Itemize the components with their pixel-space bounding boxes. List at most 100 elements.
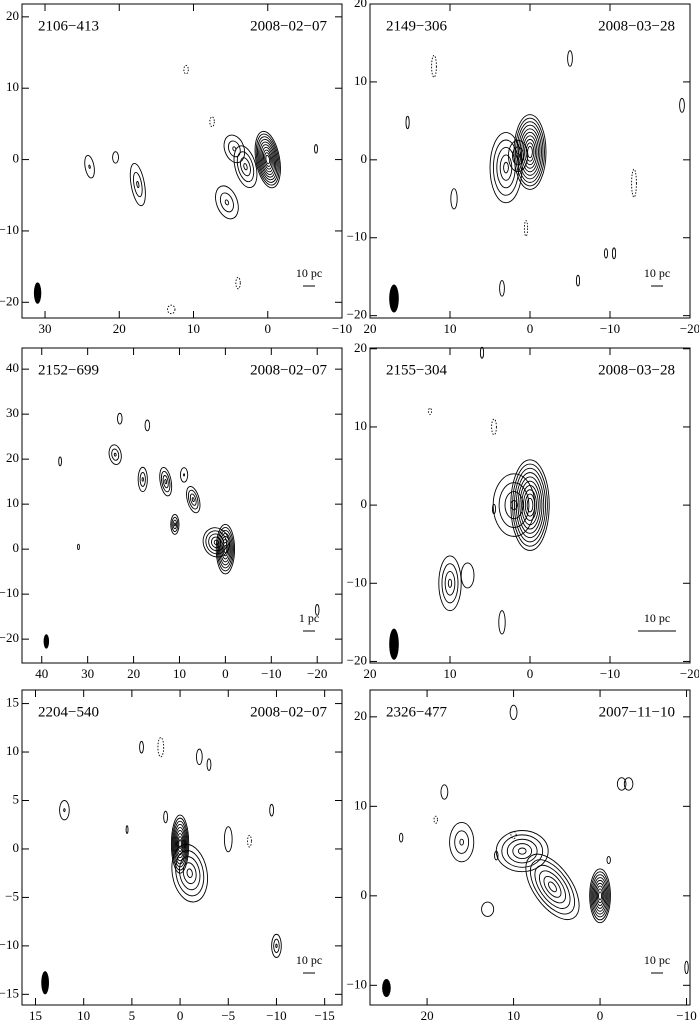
contour-line <box>243 163 248 171</box>
x-tick-label: −20 <box>680 321 699 336</box>
contour-line <box>271 933 282 958</box>
beam <box>41 971 49 995</box>
contour-line <box>232 146 237 152</box>
contour-line <box>684 960 689 975</box>
contour-line <box>202 527 230 558</box>
contour-line <box>440 784 449 800</box>
contour-line <box>113 452 117 457</box>
contour-line <box>590 871 610 921</box>
contour-line <box>179 856 201 891</box>
contour-line <box>518 124 542 180</box>
contour-line <box>543 875 562 898</box>
x-tick-label: 0 <box>527 666 534 681</box>
contour-line <box>186 486 201 514</box>
contour-line <box>512 463 548 547</box>
contour-line <box>441 563 459 604</box>
contour-line <box>269 803 275 817</box>
contour-line <box>510 499 518 511</box>
x-tick-label: 10 <box>507 1008 520 1023</box>
epoch-date: 2007−11−10 <box>599 704 675 720</box>
x-tick-label: 0 <box>527 321 534 336</box>
contour-line <box>182 862 197 885</box>
contour-line <box>405 115 410 130</box>
x-tick-label: 10 <box>173 666 186 681</box>
contour-line <box>611 247 617 260</box>
contour-line <box>219 192 234 213</box>
contour-line <box>494 850 499 861</box>
contour-line <box>507 139 529 172</box>
contour-line <box>523 220 529 237</box>
plot-frame <box>21 347 343 664</box>
contour-line <box>162 475 169 489</box>
contour-line <box>108 444 122 465</box>
epoch-date: 2008−02−07 <box>250 704 327 720</box>
y-tick-label: 0 <box>13 840 20 855</box>
contour-line <box>509 704 518 720</box>
contour-line <box>314 604 320 616</box>
contour-line <box>209 116 215 128</box>
contours <box>84 64 318 315</box>
y-tick-label: 10 <box>354 418 367 433</box>
contour-line <box>603 248 609 259</box>
x-tick-label: 10 <box>444 666 457 681</box>
contour-line <box>63 808 66 813</box>
x-tick-label: 5 <box>129 1008 136 1023</box>
contour-line <box>591 874 609 918</box>
contour-line <box>679 97 685 113</box>
contour-line <box>261 146 274 173</box>
scale-label: 10 pc <box>644 266 670 280</box>
contour-line <box>522 135 538 169</box>
contour-line <box>144 419 151 432</box>
contour-line <box>136 180 140 189</box>
y-tick-label: 0 <box>13 540 20 555</box>
contour-line <box>447 578 453 588</box>
contour-line <box>517 847 527 855</box>
contour-line <box>183 473 186 477</box>
contour-line <box>519 480 541 530</box>
x-tick-label: −10 <box>676 1008 696 1023</box>
contour-line <box>133 171 143 198</box>
contour-line <box>479 346 485 359</box>
contour-line <box>506 838 538 864</box>
contour-line <box>503 161 509 174</box>
x-tick-label: 30 <box>39 321 52 336</box>
contour-line <box>513 467 547 543</box>
y-tick-label: −10 <box>0 222 19 237</box>
contour-line <box>495 830 549 873</box>
contour-line <box>273 938 280 954</box>
contour-line <box>499 154 513 181</box>
contour-line <box>206 758 212 771</box>
x-tick-label: 20 <box>421 1008 434 1023</box>
beam <box>382 979 391 997</box>
y-tick-label: 5 <box>13 791 20 806</box>
contour-line <box>262 149 273 170</box>
contour-line <box>616 777 627 791</box>
epoch-date: 2008−03−28 <box>598 362 675 378</box>
contour-line <box>512 843 533 859</box>
contour-line <box>172 519 178 530</box>
contour-line <box>548 881 557 893</box>
contour-line <box>137 466 148 492</box>
contour-line <box>173 522 176 527</box>
contour-line <box>606 855 611 865</box>
contour-line <box>58 456 62 467</box>
contour-line <box>170 514 180 535</box>
y-tick-label: −20 <box>347 652 367 667</box>
y-tick-label: 15 <box>6 695 19 710</box>
contour-line <box>178 839 182 849</box>
y-tick-label: 20 <box>6 8 19 23</box>
contour-line <box>208 533 225 552</box>
source-name: 2152−699 <box>38 362 99 378</box>
contour-line <box>157 737 165 758</box>
scale-label: 10 pc <box>644 611 670 625</box>
contour-line <box>265 154 271 165</box>
x-tick-label: 20 <box>113 321 126 336</box>
source-name: 2106−413 <box>38 18 99 34</box>
plot-frame <box>21 689 343 1006</box>
y-tick-label: 10 <box>6 79 19 94</box>
contour-line <box>160 471 171 493</box>
contour-line <box>510 830 517 840</box>
y-tick-label: 40 <box>6 360 19 375</box>
beam <box>43 634 50 649</box>
contour-line <box>183 64 189 75</box>
